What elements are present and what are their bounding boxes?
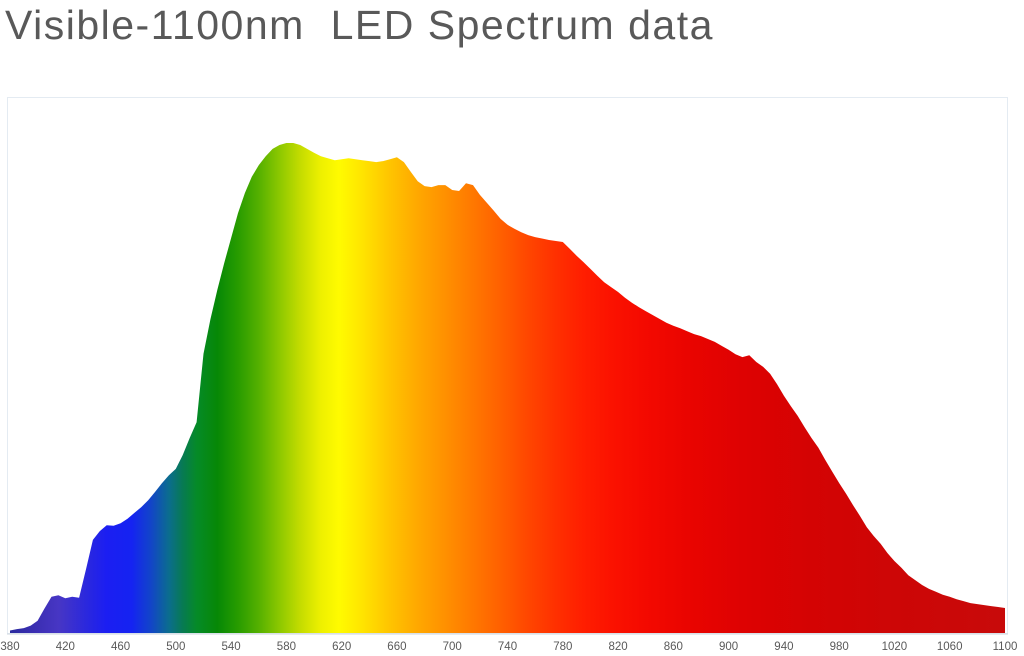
- x-tick-580: 580: [277, 641, 296, 653]
- x-tick-740: 740: [498, 641, 517, 653]
- spectrum-chart: 380 420 460 500 540 580 620 660 700 740 780 820 860 9…: [0, 97, 1017, 653]
- spectrum-chart-container: 380 420 460 500 540 580 620 660 700 740 780 820 860 9…: [0, 97, 1024, 656]
- x-tick-620: 620: [332, 641, 351, 653]
- x-tick-420: 420: [56, 641, 75, 653]
- x-tick-780: 780: [553, 641, 572, 653]
- x-tick-460: 460: [111, 641, 130, 653]
- x-tick-1060: 1060: [937, 641, 963, 653]
- x-tick-1100: 1100: [993, 641, 1018, 653]
- x-tick-940: 940: [774, 641, 793, 653]
- page-title: Visible-1100nm LED Spectrum data: [5, 2, 714, 48]
- x-tick-900: 900: [719, 641, 738, 653]
- x-tick-380: 380: [0, 641, 19, 653]
- x-tick-500: 500: [166, 641, 185, 653]
- x-tick-820: 820: [609, 641, 628, 653]
- x-tick-660: 660: [387, 641, 406, 653]
- x-tick-860: 860: [664, 641, 683, 653]
- x-tick-700: 700: [443, 641, 462, 653]
- x-tick-540: 540: [222, 641, 241, 653]
- x-tick-1020: 1020: [882, 641, 908, 653]
- x-tick-980: 980: [830, 641, 849, 653]
- x-axis-tick-labels: 380 420 460 500 540 580 620 660 700 740 780 820 860 9…: [0, 641, 1017, 653]
- spectrum-area-fill: [10, 143, 1005, 633]
